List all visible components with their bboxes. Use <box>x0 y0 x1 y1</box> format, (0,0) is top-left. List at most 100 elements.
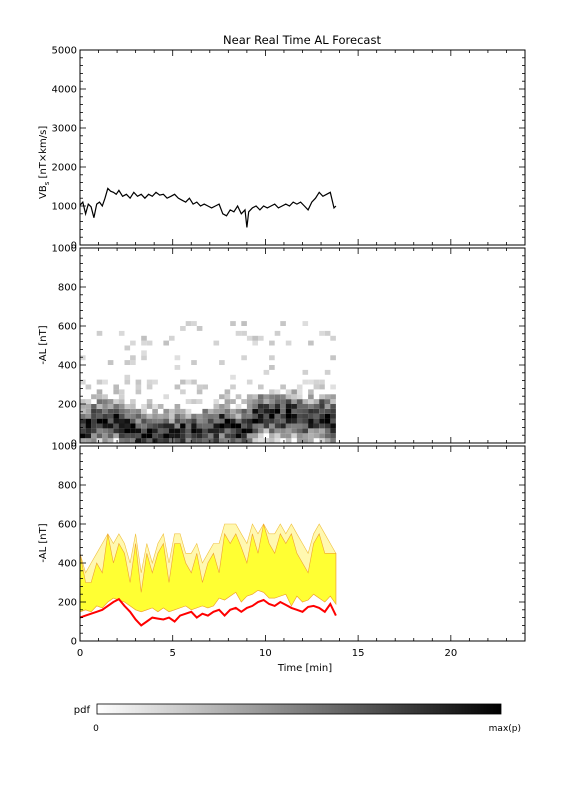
pdf-cell <box>246 438 253 443</box>
pdf-cell <box>118 394 125 400</box>
pdf-cell <box>169 418 175 424</box>
pdf-cell <box>91 418 97 424</box>
pdf-cell <box>302 399 309 404</box>
pdf-cell <box>296 408 303 414</box>
pdf-cell <box>291 418 297 424</box>
pdf-cell <box>180 326 186 331</box>
pdf-cell <box>130 413 136 419</box>
pdf-cell <box>163 423 169 429</box>
pdf-cell <box>180 438 186 443</box>
pdf-cell <box>191 418 197 424</box>
pdf-cell <box>269 365 275 370</box>
pdf-cell <box>324 438 331 443</box>
pdf-cell <box>252 335 258 341</box>
pdf-cell <box>230 374 236 380</box>
pdf-cell <box>213 413 220 419</box>
pdf-cell <box>107 433 114 439</box>
pdf-cell <box>107 428 114 434</box>
pdf-cell <box>280 413 286 419</box>
pdf-cell <box>269 433 275 439</box>
pdf-cell <box>324 330 331 336</box>
pdf-cell <box>202 433 208 439</box>
pdf-cell <box>107 399 114 404</box>
pdf-cell <box>152 408 158 414</box>
pdf-cell <box>213 428 220 434</box>
pdf-cell <box>263 418 270 424</box>
pdf-cell <box>202 423 208 429</box>
pdf-cell <box>274 428 281 434</box>
pdf-cell <box>163 428 169 434</box>
colorbar-label: pdf <box>74 705 91 716</box>
pdf-cell <box>118 404 125 409</box>
pdf-cell <box>246 413 253 419</box>
pdf-cell <box>118 438 125 443</box>
pdf-cell <box>319 423 325 429</box>
pdf-cell <box>241 413 247 419</box>
pdf-cell <box>313 399 320 404</box>
pdf-cell <box>102 433 108 439</box>
pdf-cell <box>313 413 320 419</box>
pdf-cell <box>146 418 153 424</box>
pdf-cell <box>96 413 103 419</box>
pdf-cell <box>174 423 181 429</box>
pdf-cell <box>308 433 314 439</box>
pdf-cell <box>291 394 297 400</box>
pdf-cell <box>118 428 125 434</box>
pdf-cell <box>241 428 247 434</box>
y-tick-label: 1000 <box>52 442 77 453</box>
pdf-cell <box>169 408 175 414</box>
pdf-cell <box>252 340 258 346</box>
pdf-cell <box>330 423 336 429</box>
pdf-cell <box>219 394 225 400</box>
pdf-cell <box>230 433 236 439</box>
pdf-cell <box>313 404 320 409</box>
pdf-cell <box>80 438 86 443</box>
pdf-cell <box>330 399 336 404</box>
pdf-cell <box>230 384 236 390</box>
pdf-cell <box>80 404 86 409</box>
pdf-cell <box>274 404 281 409</box>
panel-al-pdf-yticklabels: 0 200 400 600 800 1000 <box>52 244 77 450</box>
pdf-cell <box>252 423 258 429</box>
pdf-cell <box>152 404 158 409</box>
pdf-cell <box>180 423 186 429</box>
pdf-cell <box>258 408 264 414</box>
pdf-cell <box>269 394 275 400</box>
pdf-cell <box>302 428 309 434</box>
pdf-cell <box>130 433 136 439</box>
pdf-cell <box>157 428 164 434</box>
pdf-cell <box>135 433 142 439</box>
x-axis-label: Time [min] <box>277 663 332 674</box>
pdf-cell <box>118 330 125 336</box>
pdf-cell <box>224 399 231 404</box>
pdf-cell <box>124 428 131 434</box>
pdf-cell <box>91 433 97 439</box>
panel-al-forecast-yticklabels: 0 200 400 600 800 1000 <box>52 442 77 648</box>
pdf-cell <box>246 379 253 385</box>
pdf-cell <box>302 321 309 326</box>
pdf-cell <box>96 433 103 439</box>
pdf-cell <box>213 433 220 439</box>
pdf-cell <box>246 399 253 404</box>
pdf-cell <box>280 399 286 404</box>
pdf-cell <box>291 423 297 429</box>
pdf-cell <box>274 423 281 429</box>
pdf-cell <box>207 408 214 414</box>
pdf-cell <box>235 423 242 429</box>
pdf-cell <box>207 433 214 439</box>
pdf-cell <box>230 399 236 404</box>
pdf-cell <box>163 418 169 424</box>
pdf-cell <box>174 418 181 424</box>
pdf-cell <box>102 404 108 409</box>
pdf-cell <box>285 433 292 439</box>
pdf-cell <box>91 394 97 400</box>
pdf-cell <box>269 355 275 361</box>
pdf-cell <box>269 428 275 434</box>
pdf-cell <box>269 413 275 419</box>
pdf-cell <box>263 399 270 404</box>
panel-al-pdf-ticks <box>79 247 526 444</box>
x-tick-label: 10 <box>259 648 272 659</box>
x-tick-label: 0 <box>77 648 83 659</box>
pdf-cell <box>196 399 203 404</box>
pdf-cell <box>102 423 108 429</box>
